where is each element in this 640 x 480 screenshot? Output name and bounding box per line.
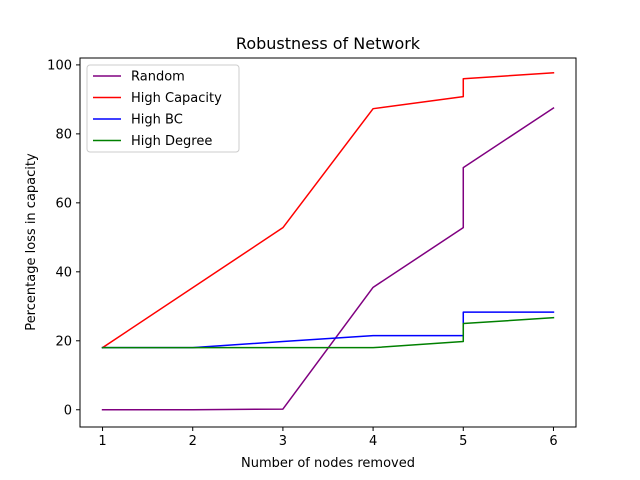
y-axis-label: Percentage loss in capacity xyxy=(24,153,39,331)
series-line-random xyxy=(101,106,555,411)
series-line-high-capacity xyxy=(101,72,555,349)
y-tick-label: 100 xyxy=(47,58,72,73)
legend-label: High BC xyxy=(131,113,183,128)
x-axis: 1 2 3 4 5 6 xyxy=(98,427,558,449)
y-axis: 0 20 40 60 80 100 xyxy=(47,58,80,418)
y-tick-label: 0 xyxy=(64,403,72,418)
x-tick-label: 1 xyxy=(98,434,106,449)
y-tick-label: 60 xyxy=(55,196,72,211)
x-tick-label: 5 xyxy=(459,434,467,449)
y-tick-label: 80 xyxy=(55,127,72,142)
x-tick-label: 4 xyxy=(369,434,377,449)
chart-title: Robustness of Network xyxy=(236,34,421,53)
x-tick-label: 3 xyxy=(279,434,287,449)
legend-box xyxy=(86,64,240,153)
legend-label: Random xyxy=(131,70,185,85)
y-tick-label: 20 xyxy=(55,334,72,349)
legend-label: High Degree xyxy=(131,134,212,149)
x-tick-label: 6 xyxy=(549,434,557,449)
x-tick-label: 2 xyxy=(189,434,197,449)
legend-label: High Capacity xyxy=(131,91,222,106)
series-lines xyxy=(101,72,555,411)
x-axis-label: Number of nodes removed xyxy=(241,456,415,471)
legend: Random High Capacity High BC High Degree xyxy=(86,64,240,153)
series-line-high-degree xyxy=(101,316,555,349)
y-tick-label: 40 xyxy=(55,265,72,280)
